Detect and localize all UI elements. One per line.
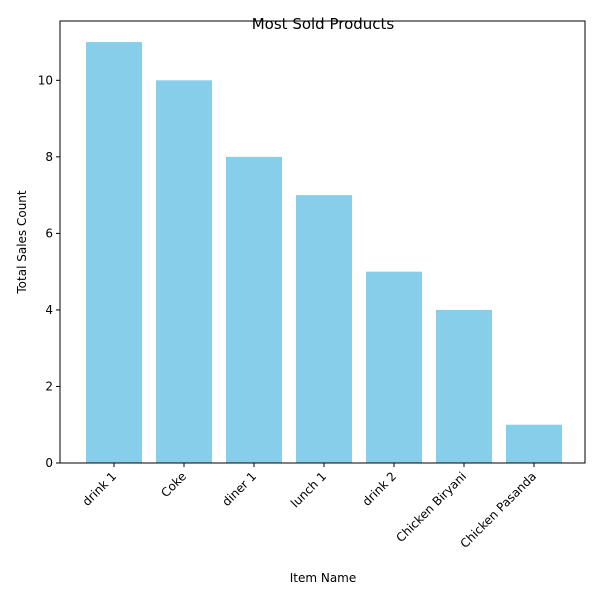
- y-axis-ticks: 0 2 4 6 8 10: [38, 73, 60, 470]
- bar: [296, 195, 352, 463]
- plot-frame: [59, 20, 586, 464]
- bar: [226, 156, 282, 463]
- y-tick-label: 2: [45, 379, 53, 393]
- x-axis-label: Item Name: [290, 571, 357, 585]
- bar: [436, 309, 492, 463]
- y-tick-label: 4: [45, 303, 53, 317]
- y-tick-label: 10: [38, 73, 53, 87]
- bar: [366, 271, 422, 463]
- bar: [156, 80, 212, 464]
- y-tick-label: 6: [45, 226, 53, 240]
- chart-title: Most Sold Products: [252, 15, 395, 33]
- y-tick-label: 8: [45, 150, 53, 164]
- bars-group: [86, 42, 562, 464]
- bar: [86, 42, 142, 464]
- y-axis-label: Total Sales Count: [15, 190, 29, 295]
- y-tick-label: 0: [45, 456, 53, 470]
- bar: [506, 424, 562, 463]
